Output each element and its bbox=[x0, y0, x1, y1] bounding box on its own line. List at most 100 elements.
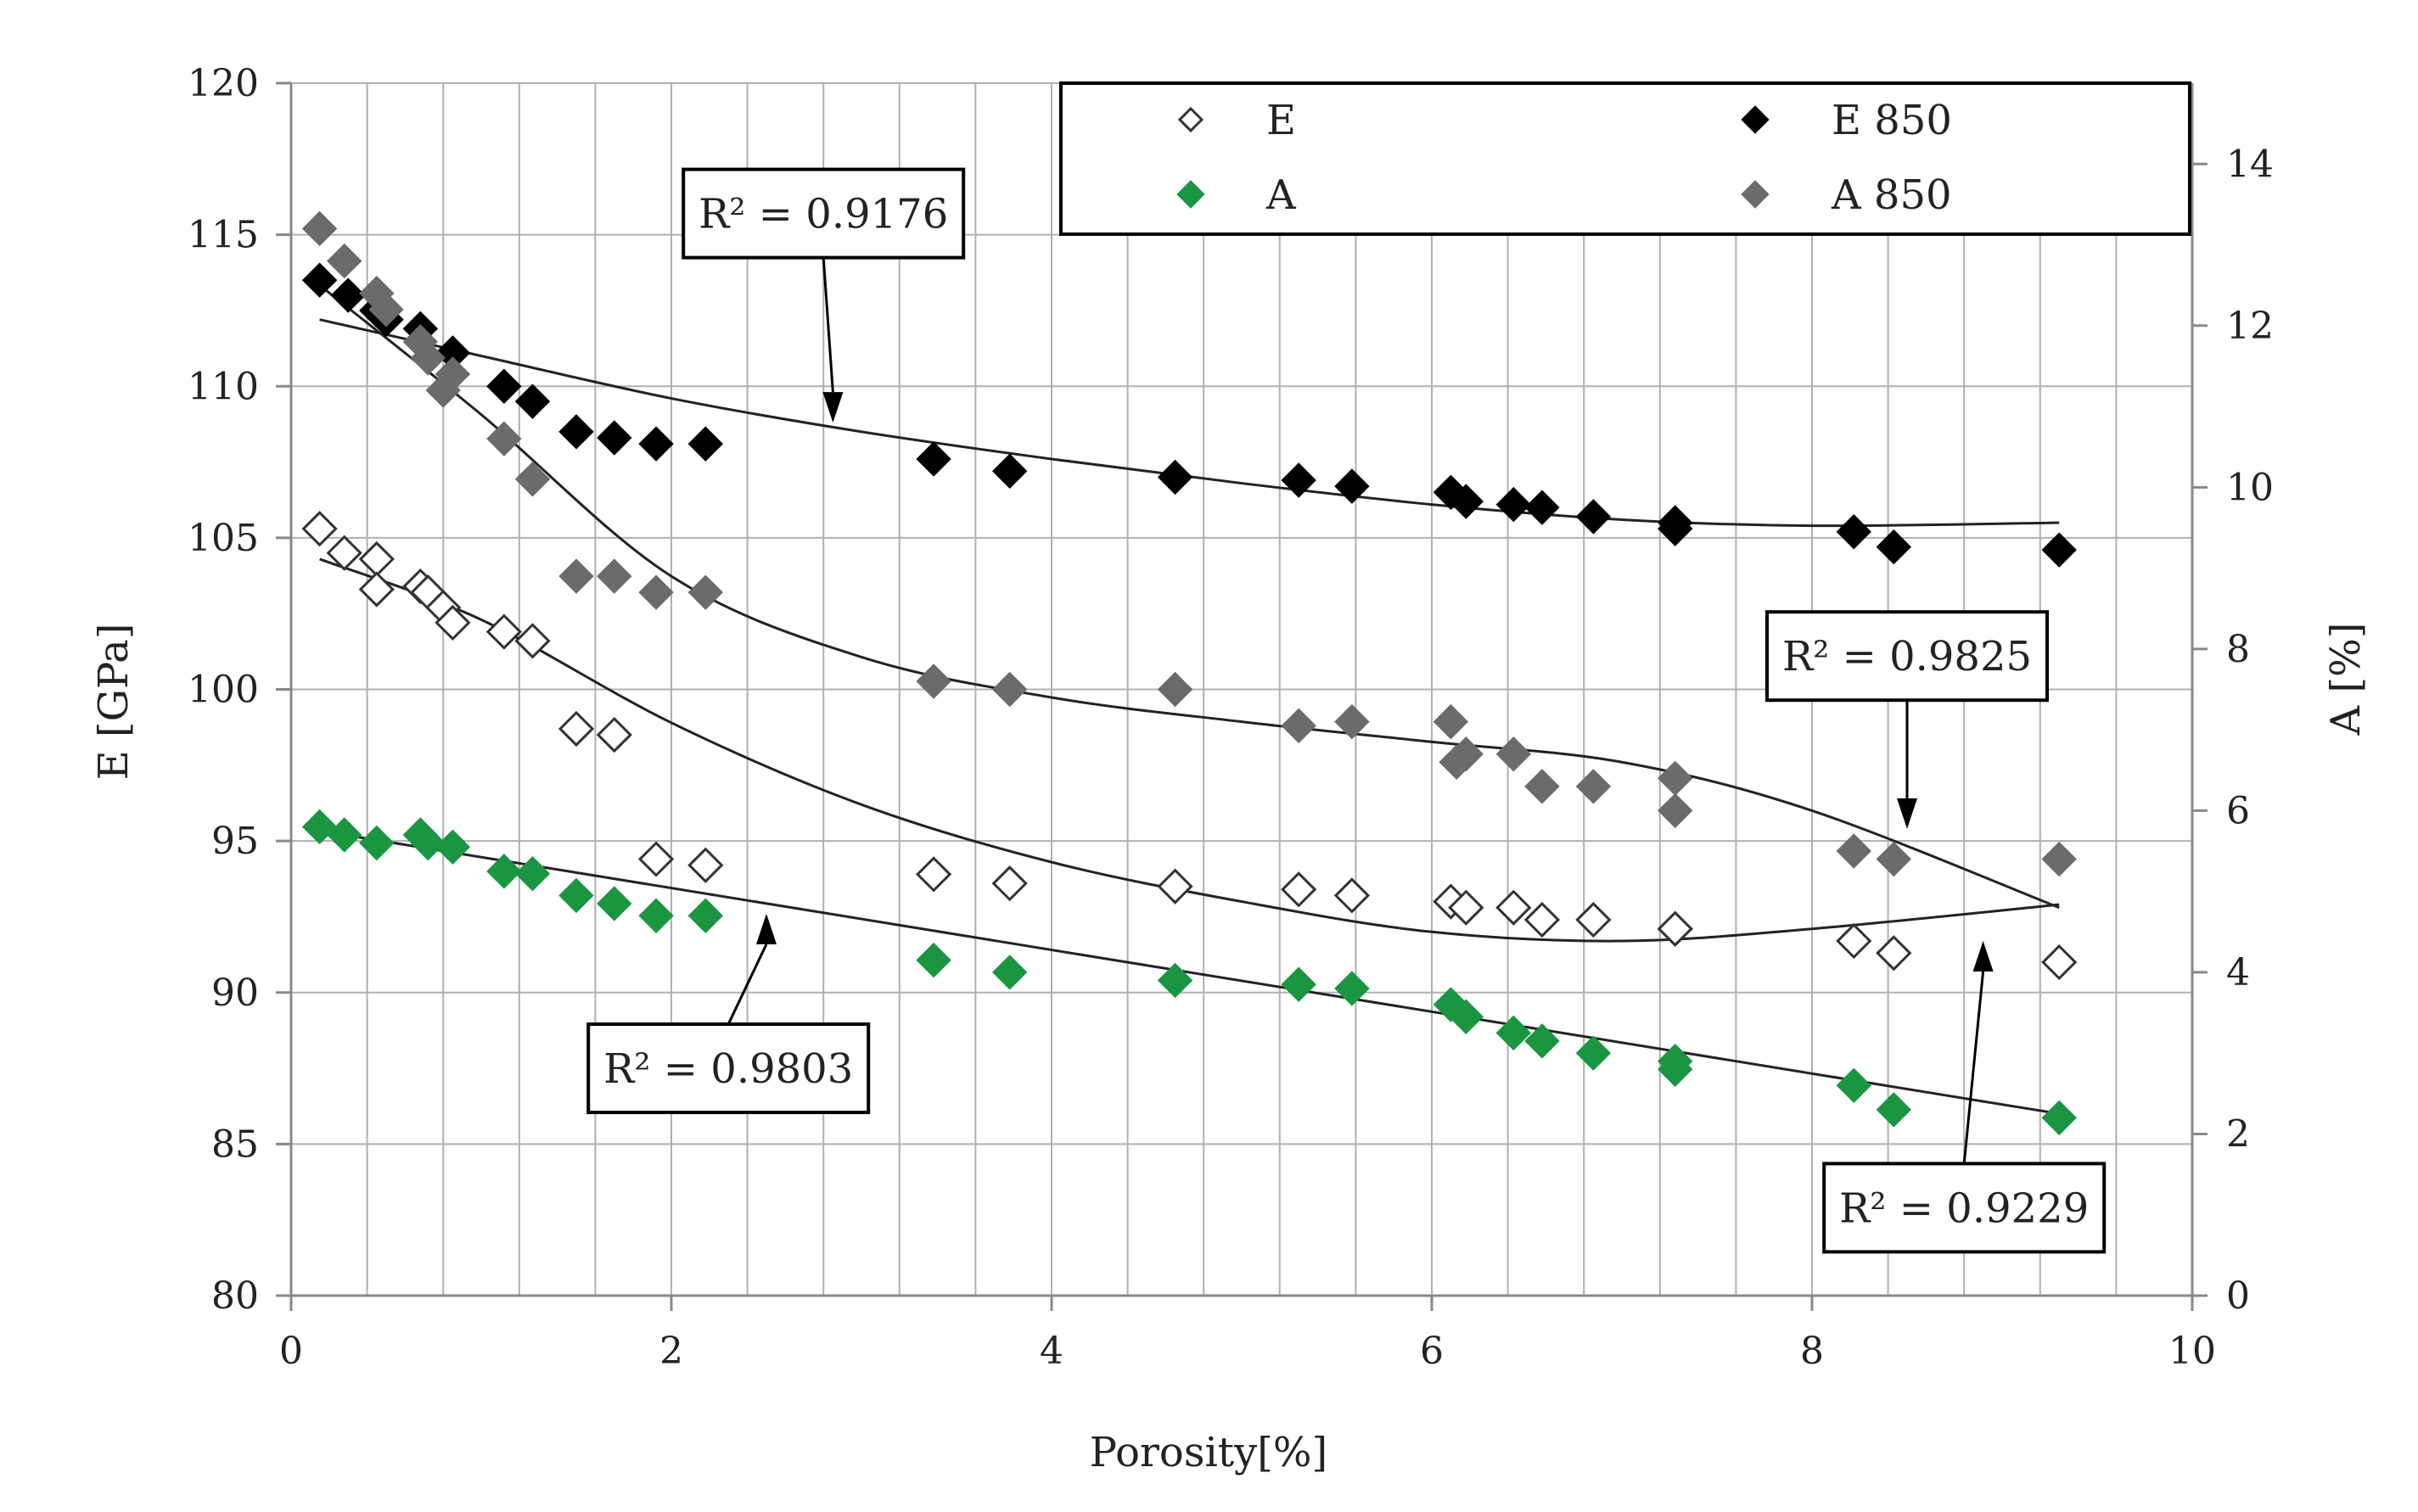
point-a-850 bbox=[1334, 703, 1370, 740]
point-e bbox=[326, 535, 362, 571]
y-tick-label: 115 bbox=[188, 214, 259, 257]
point-e-850 bbox=[1495, 486, 1532, 523]
y-tick-label: 100 bbox=[188, 669, 259, 712]
point-e-850 bbox=[687, 426, 724, 462]
legend-box bbox=[1059, 81, 2191, 236]
trendline-e bbox=[319, 557, 2060, 943]
point-e-850 bbox=[514, 384, 551, 419]
point-e bbox=[1157, 868, 1193, 904]
point-a-850 bbox=[486, 421, 522, 456]
point-e-850 bbox=[1281, 462, 1316, 498]
point-e bbox=[1836, 922, 1872, 960]
point-a-850 bbox=[1658, 792, 1693, 829]
axes bbox=[276, 81, 2208, 1311]
point-a-850 bbox=[1433, 703, 1469, 740]
point-e bbox=[1281, 871, 1317, 908]
point-e-850 bbox=[638, 426, 674, 462]
point-a bbox=[558, 877, 594, 914]
point-e bbox=[358, 540, 395, 578]
point-e bbox=[1448, 889, 1484, 926]
point-a bbox=[1495, 1015, 1532, 1051]
trendline-a bbox=[319, 829, 2060, 1116]
point-a-850 bbox=[435, 356, 471, 392]
point-e bbox=[1575, 901, 1612, 938]
point-a-850 bbox=[687, 574, 724, 610]
point-a bbox=[1876, 1092, 1912, 1128]
point-e bbox=[2041, 944, 2078, 981]
r2-arrow bbox=[1962, 971, 1985, 1164]
point-a bbox=[1658, 1051, 1693, 1087]
x-tick-label: 2 bbox=[659, 1330, 683, 1373]
y-tick-label: 110 bbox=[188, 365, 259, 408]
r2-arrow bbox=[822, 257, 834, 393]
grid bbox=[290, 82, 2193, 1296]
y2-tick-label: 6 bbox=[2226, 789, 2250, 832]
r2-arrowhead bbox=[1897, 798, 1917, 829]
point-a-850 bbox=[1575, 769, 1612, 804]
point-a bbox=[597, 886, 632, 921]
point-a-850 bbox=[368, 292, 404, 328]
point-a bbox=[410, 825, 446, 861]
point-a bbox=[359, 825, 395, 861]
y2-tick-label: 4 bbox=[2226, 951, 2250, 994]
point-e bbox=[687, 847, 724, 883]
point-a bbox=[1334, 971, 1370, 1006]
legend-marker-e bbox=[1177, 106, 1204, 133]
point-e-850 bbox=[2041, 532, 2077, 568]
point-a-850 bbox=[558, 558, 594, 594]
point-a bbox=[435, 829, 471, 865]
point-a bbox=[638, 898, 674, 933]
point-e bbox=[558, 710, 595, 748]
point-e-850 bbox=[330, 277, 366, 313]
trendline-e-850 bbox=[319, 318, 2060, 528]
point-e bbox=[1333, 877, 1371, 914]
point-a bbox=[2041, 1100, 2077, 1136]
y2-tick-label: 12 bbox=[2226, 305, 2274, 348]
r2-label: R² = 0.9825 bbox=[1782, 633, 2032, 680]
point-a bbox=[1157, 962, 1193, 999]
legend-label-a: A bbox=[1265, 171, 1297, 219]
legend-label-e-850: E 850 bbox=[1832, 97, 1952, 144]
point-a bbox=[486, 854, 522, 889]
point-a-850 bbox=[638, 574, 674, 610]
point-e bbox=[637, 841, 675, 877]
point-a-850 bbox=[2041, 841, 2077, 877]
r2-box bbox=[1765, 610, 2049, 703]
point-e bbox=[596, 716, 632, 753]
r2-box bbox=[586, 1022, 871, 1115]
point-e-850 bbox=[1334, 468, 1370, 504]
point-a-850 bbox=[410, 340, 446, 376]
point-e bbox=[435, 604, 471, 641]
x-tick-label: 10 bbox=[2168, 1330, 2216, 1373]
point-e-850 bbox=[301, 262, 338, 298]
point-a bbox=[1448, 999, 1484, 1035]
point-e bbox=[485, 613, 523, 650]
y-tick-label: 120 bbox=[188, 62, 259, 105]
point-e bbox=[1876, 935, 1912, 972]
point-a bbox=[992, 955, 1028, 990]
r2-label: R² = 0.9229 bbox=[1839, 1184, 2089, 1232]
point-e-850 bbox=[1524, 490, 1560, 525]
point-e-850 bbox=[597, 420, 632, 456]
point-e bbox=[1523, 901, 1561, 938]
point-a-850 bbox=[1495, 736, 1532, 772]
point-e bbox=[514, 623, 551, 659]
point-e-850 bbox=[1876, 529, 1912, 565]
r2-annotation-e: R² = 0.9803 bbox=[586, 913, 871, 1115]
r2-arrowhead bbox=[756, 913, 777, 944]
point-e-850 bbox=[1157, 459, 1193, 496]
legend-label-e: E bbox=[1266, 97, 1296, 144]
point-e bbox=[1657, 910, 1693, 947]
point-a bbox=[327, 817, 362, 853]
y2-tick-label: 2 bbox=[2226, 1112, 2250, 1156]
y2-axis-ticks: 0 2 4 6 8 10 12 14 bbox=[2226, 143, 2274, 1318]
x-tick-label: 0 bbox=[279, 1330, 303, 1373]
r2-arrowhead bbox=[1972, 941, 1994, 972]
legend: E E 850 A A 850 bbox=[1059, 81, 2191, 236]
x-axis-ticks: 0 2 4 6 8 10 bbox=[279, 1330, 2216, 1373]
legend-marker-a-850 bbox=[1741, 180, 1770, 209]
point-e bbox=[1495, 889, 1532, 926]
y2-tick-label: 0 bbox=[2226, 1274, 2250, 1318]
x-axis-title: Porosity[%] bbox=[1090, 1429, 1328, 1476]
